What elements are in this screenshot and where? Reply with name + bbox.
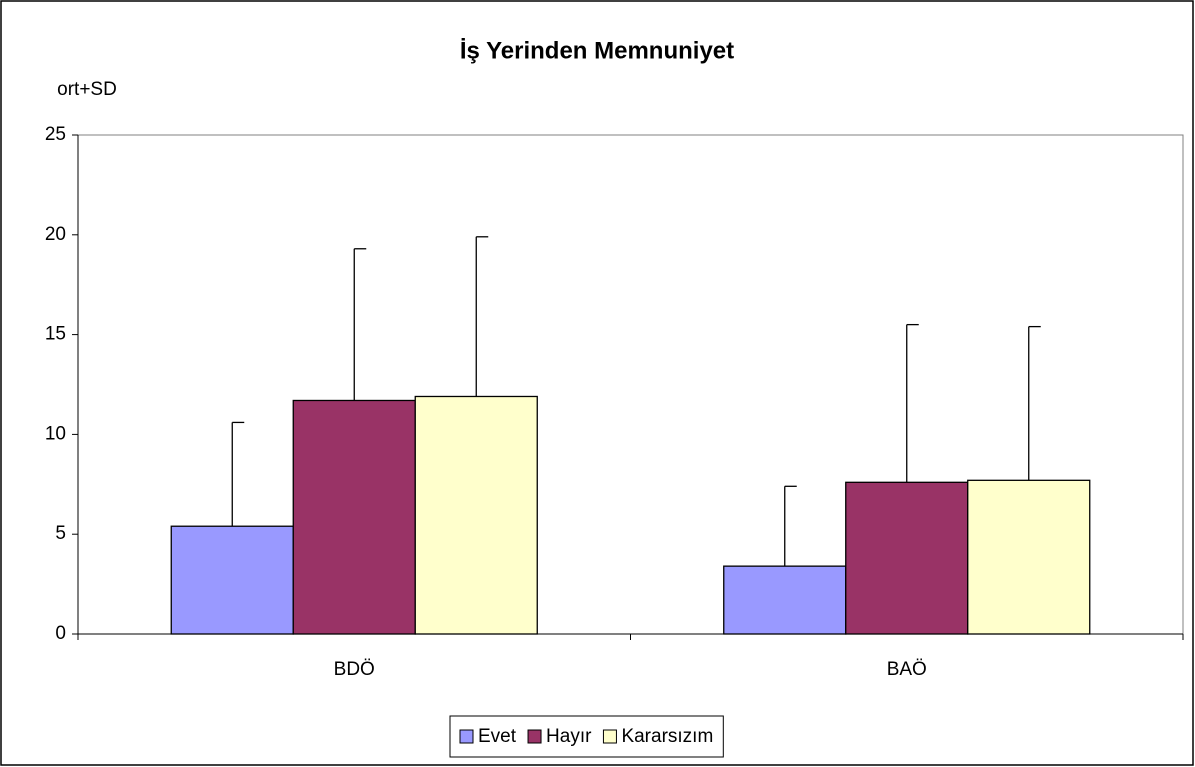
bar [967,479,1091,635]
x-tick-label: BAÖ [887,659,927,680]
legend-label: Hayır [546,726,592,747]
y-tick-label: 25 [45,124,66,145]
y-tick-label: 5 [55,523,66,544]
y-axis-label: ort+SD [57,79,117,100]
bar [292,399,416,635]
y-tick-label: 15 [45,324,66,345]
chart-title: İş Yerinden Memnuniyet [460,37,734,64]
legend-swatch [602,729,617,744]
bar [414,395,538,635]
bar [170,525,294,635]
y-tick-label: 10 [45,423,66,444]
x-tick-label: BDÖ [334,659,375,680]
legend-label: Evet [478,726,517,747]
y-tick-label: 20 [45,224,66,245]
bar [845,481,969,635]
legend-label: Kararsızım [621,726,713,747]
legend [449,715,724,758]
legend-swatch [527,729,542,744]
legend-swatch [459,729,474,744]
y-tick-label: 0 [55,623,66,644]
bar [723,565,847,635]
